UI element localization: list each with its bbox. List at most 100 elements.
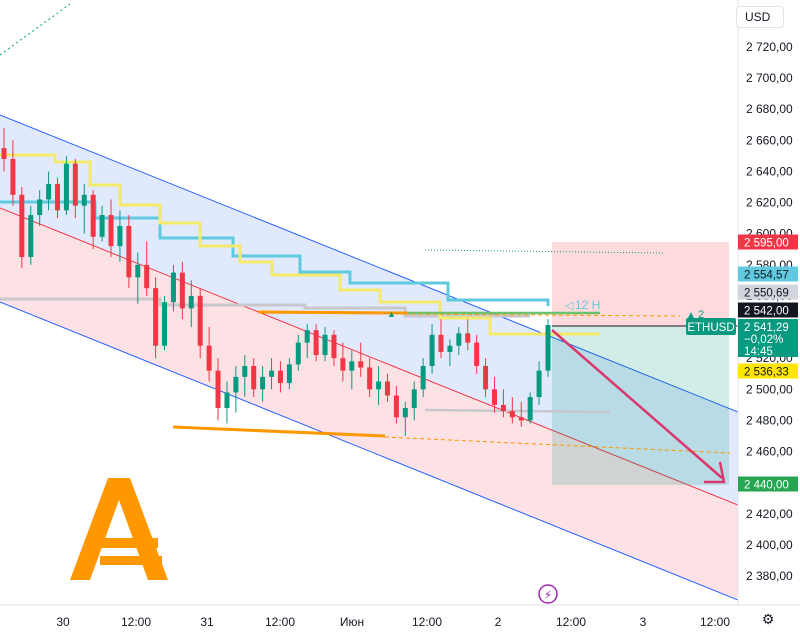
dotted-green-level bbox=[424, 249, 666, 254]
candle-body bbox=[304, 330, 310, 343]
candle-body bbox=[153, 288, 159, 346]
candle-body bbox=[527, 397, 533, 421]
candle-body bbox=[295, 342, 301, 365]
price-badge-target-bottom bbox=[738, 476, 798, 492]
price-change-label: −0,02% bbox=[744, 334, 783, 346]
symbol-tag: ETHUSD bbox=[687, 322, 734, 334]
time-tick-label: 12:00 bbox=[556, 615, 586, 629]
candle-body bbox=[518, 417, 524, 421]
candle-body bbox=[46, 183, 52, 200]
candle-body bbox=[1, 148, 7, 160]
channel-upper-fill bbox=[0, 115, 738, 505]
candle-body bbox=[349, 361, 355, 371]
candle-body bbox=[474, 342, 480, 366]
candle-body bbox=[358, 361, 364, 368]
price-tick-label: 2 500,00 bbox=[746, 382, 793, 396]
orange-resistance bbox=[257, 310, 409, 315]
price-badge-label: 2 440,00 bbox=[744, 480, 789, 492]
candle-body bbox=[411, 389, 417, 408]
time-tick-label: 12:00 bbox=[412, 615, 442, 629]
candle-body bbox=[393, 395, 399, 418]
candle-body bbox=[429, 334, 435, 366]
price-badge-label: 2 550,69 bbox=[744, 288, 789, 300]
candle-body bbox=[269, 370, 275, 377]
candle-body bbox=[376, 381, 382, 390]
candle-body bbox=[438, 334, 444, 352]
price-tick-label: 2 620,00 bbox=[746, 196, 793, 210]
candle-body bbox=[251, 365, 257, 390]
brand-logo bbox=[70, 478, 168, 580]
candle-body bbox=[242, 365, 248, 377]
price-tick-label: 2 460,00 bbox=[746, 445, 793, 459]
candle-body bbox=[384, 381, 390, 396]
price-badge-cyan-line bbox=[738, 266, 798, 282]
channel-mid-line bbox=[0, 207, 738, 506]
lightning-icon[interactable] bbox=[538, 584, 558, 604]
candle-body bbox=[126, 225, 132, 278]
gray-line-lower bbox=[424, 408, 611, 414]
alert-label: 2 bbox=[698, 309, 704, 321]
time-tick-label: 31 bbox=[200, 615, 214, 629]
candle-body bbox=[72, 163, 78, 206]
time-tick-label: 2 bbox=[495, 615, 502, 629]
candle-body bbox=[447, 345, 453, 352]
settings-icon[interactable]: ⚙ bbox=[761, 612, 775, 628]
candle-body bbox=[135, 264, 141, 278]
candle-body bbox=[162, 302, 168, 346]
price-badge-label: 2 541,29 bbox=[744, 322, 789, 334]
price-tick-label: 2 400,00 bbox=[746, 538, 793, 552]
candle-body bbox=[331, 334, 337, 359]
price-badge-label: 2 542,00 bbox=[744, 306, 789, 318]
price-tick-label: 2 680,00 bbox=[746, 102, 793, 116]
candle-body bbox=[483, 365, 489, 390]
candle-body bbox=[144, 264, 150, 289]
candle-body bbox=[340, 358, 346, 371]
currency-button[interactable]: USD bbox=[736, 6, 784, 28]
candle-body bbox=[81, 194, 87, 206]
candle-body bbox=[19, 194, 25, 258]
price-badge-label: 2 554,57 bbox=[744, 270, 789, 282]
candle-body bbox=[367, 367, 373, 390]
time-axis[interactable]: 30 12:00 31 12:00 Июн 12:00 2 12:00 3 12:00 bbox=[56, 615, 730, 629]
price-badge-target-top bbox=[738, 234, 798, 250]
alert-triangle-icon: ▲ bbox=[686, 310, 696, 321]
candle-body bbox=[233, 376, 239, 393]
candle-body bbox=[465, 333, 471, 343]
price-badge-label: 2 536,33 bbox=[744, 367, 789, 379]
candle-body bbox=[188, 295, 194, 309]
candle-body bbox=[260, 376, 266, 390]
candle-body bbox=[420, 365, 426, 390]
bar-countdown-label: 14:45 bbox=[744, 346, 773, 358]
price-badge-current bbox=[738, 319, 798, 357]
time-tick-label: 30 bbox=[56, 615, 70, 629]
candle-body bbox=[456, 333, 462, 346]
candle-body bbox=[277, 370, 283, 384]
candles bbox=[1, 127, 551, 436]
candle-body bbox=[10, 159, 16, 195]
price-tick-label: 2 640,00 bbox=[746, 164, 793, 178]
time-tick-label: 12:00 bbox=[700, 615, 730, 629]
candle-body bbox=[224, 392, 230, 408]
price-tick-label: 2 700,00 bbox=[746, 71, 793, 85]
candle-body bbox=[28, 215, 34, 258]
price-tick-label: 2 720,00 bbox=[746, 40, 793, 54]
price-axis[interactable]: 2 720,00 2 700,00 2 680,00 2 660,00 2 640,00… bbox=[746, 40, 793, 583]
candle-body bbox=[197, 295, 203, 346]
triangle-marker-icon: ▲ bbox=[387, 309, 396, 319]
price-badge-gray-line bbox=[738, 284, 798, 300]
interval-label: 12 H bbox=[575, 298, 600, 312]
candle-body bbox=[500, 404, 506, 412]
candle-body bbox=[322, 334, 328, 356]
candle-body bbox=[63, 163, 69, 211]
candle-body bbox=[491, 389, 497, 405]
price-badges: 2 595,00 2 554,57 2 550,69 2 542,00 2 541,29… bbox=[738, 234, 798, 492]
orange-support bbox=[172, 425, 386, 438]
price-tick-label: 2 660,00 bbox=[746, 133, 793, 147]
time-tick-label: 3 bbox=[640, 615, 647, 629]
forecast-arrow bbox=[551, 329, 723, 479]
symbol-tag-bg bbox=[686, 318, 736, 335]
channel-lower-line bbox=[0, 301, 738, 601]
candle-body bbox=[545, 325, 551, 371]
price-badge-yellow-line bbox=[738, 363, 798, 379]
